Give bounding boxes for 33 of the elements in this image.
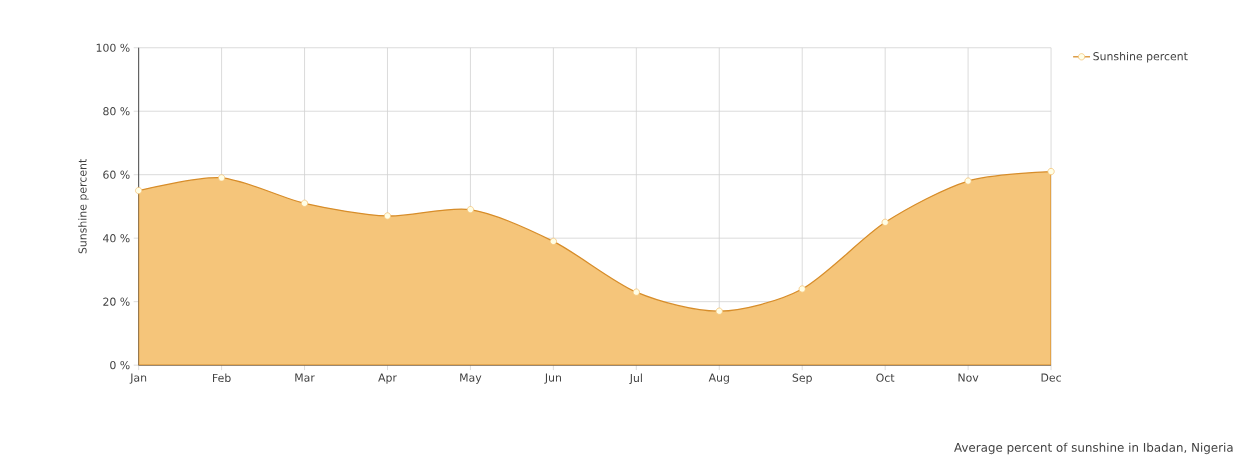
point: [135, 187, 143, 195]
x-tick-label: Jul: [629, 373, 642, 385]
x-tick-label: May: [460, 373, 482, 384]
x-tick-label: Jun: [544, 373, 561, 384]
y-tick-label: 0 %: [110, 361, 130, 370]
point: [798, 285, 806, 293]
x-tick-label: Aug: [708, 373, 729, 384]
point: [300, 199, 309, 208]
x-tick-label: Feb: [213, 373, 231, 383]
text: Average percent of sunshine in Ibadan, Nigeria: [954, 442, 1233, 455]
point: [881, 218, 889, 227]
x-tick-label: Oct: [876, 373, 895, 383]
y-tick-label: 80 %: [103, 107, 130, 116]
point: [1047, 168, 1055, 176]
y-tick-label: 20 %: [103, 297, 130, 306]
y-axis-title: Sunshine percent: [78, 159, 89, 254]
y-tick-label: 100 %: [96, 43, 130, 53]
x-tick-label: Mar: [295, 373, 315, 382]
y-tick-label: 60 %: [103, 170, 130, 179]
point: [383, 212, 392, 220]
point: [964, 177, 972, 185]
y-tick-label: 40 %: [103, 234, 130, 243]
x-tick-label: Jan: [129, 373, 147, 384]
point: [466, 206, 474, 214]
point: [218, 174, 226, 182]
x-tick-label: Apr: [378, 373, 397, 384]
point: [549, 237, 557, 246]
point: [715, 307, 723, 315]
x-tick-label: Sep: [792, 373, 812, 385]
legend-label: Sunshine percent: [1093, 52, 1188, 63]
x-tick-label: Nov: [958, 373, 979, 382]
x-tick-label: Dec: [1041, 373, 1061, 382]
point: [632, 288, 640, 296]
